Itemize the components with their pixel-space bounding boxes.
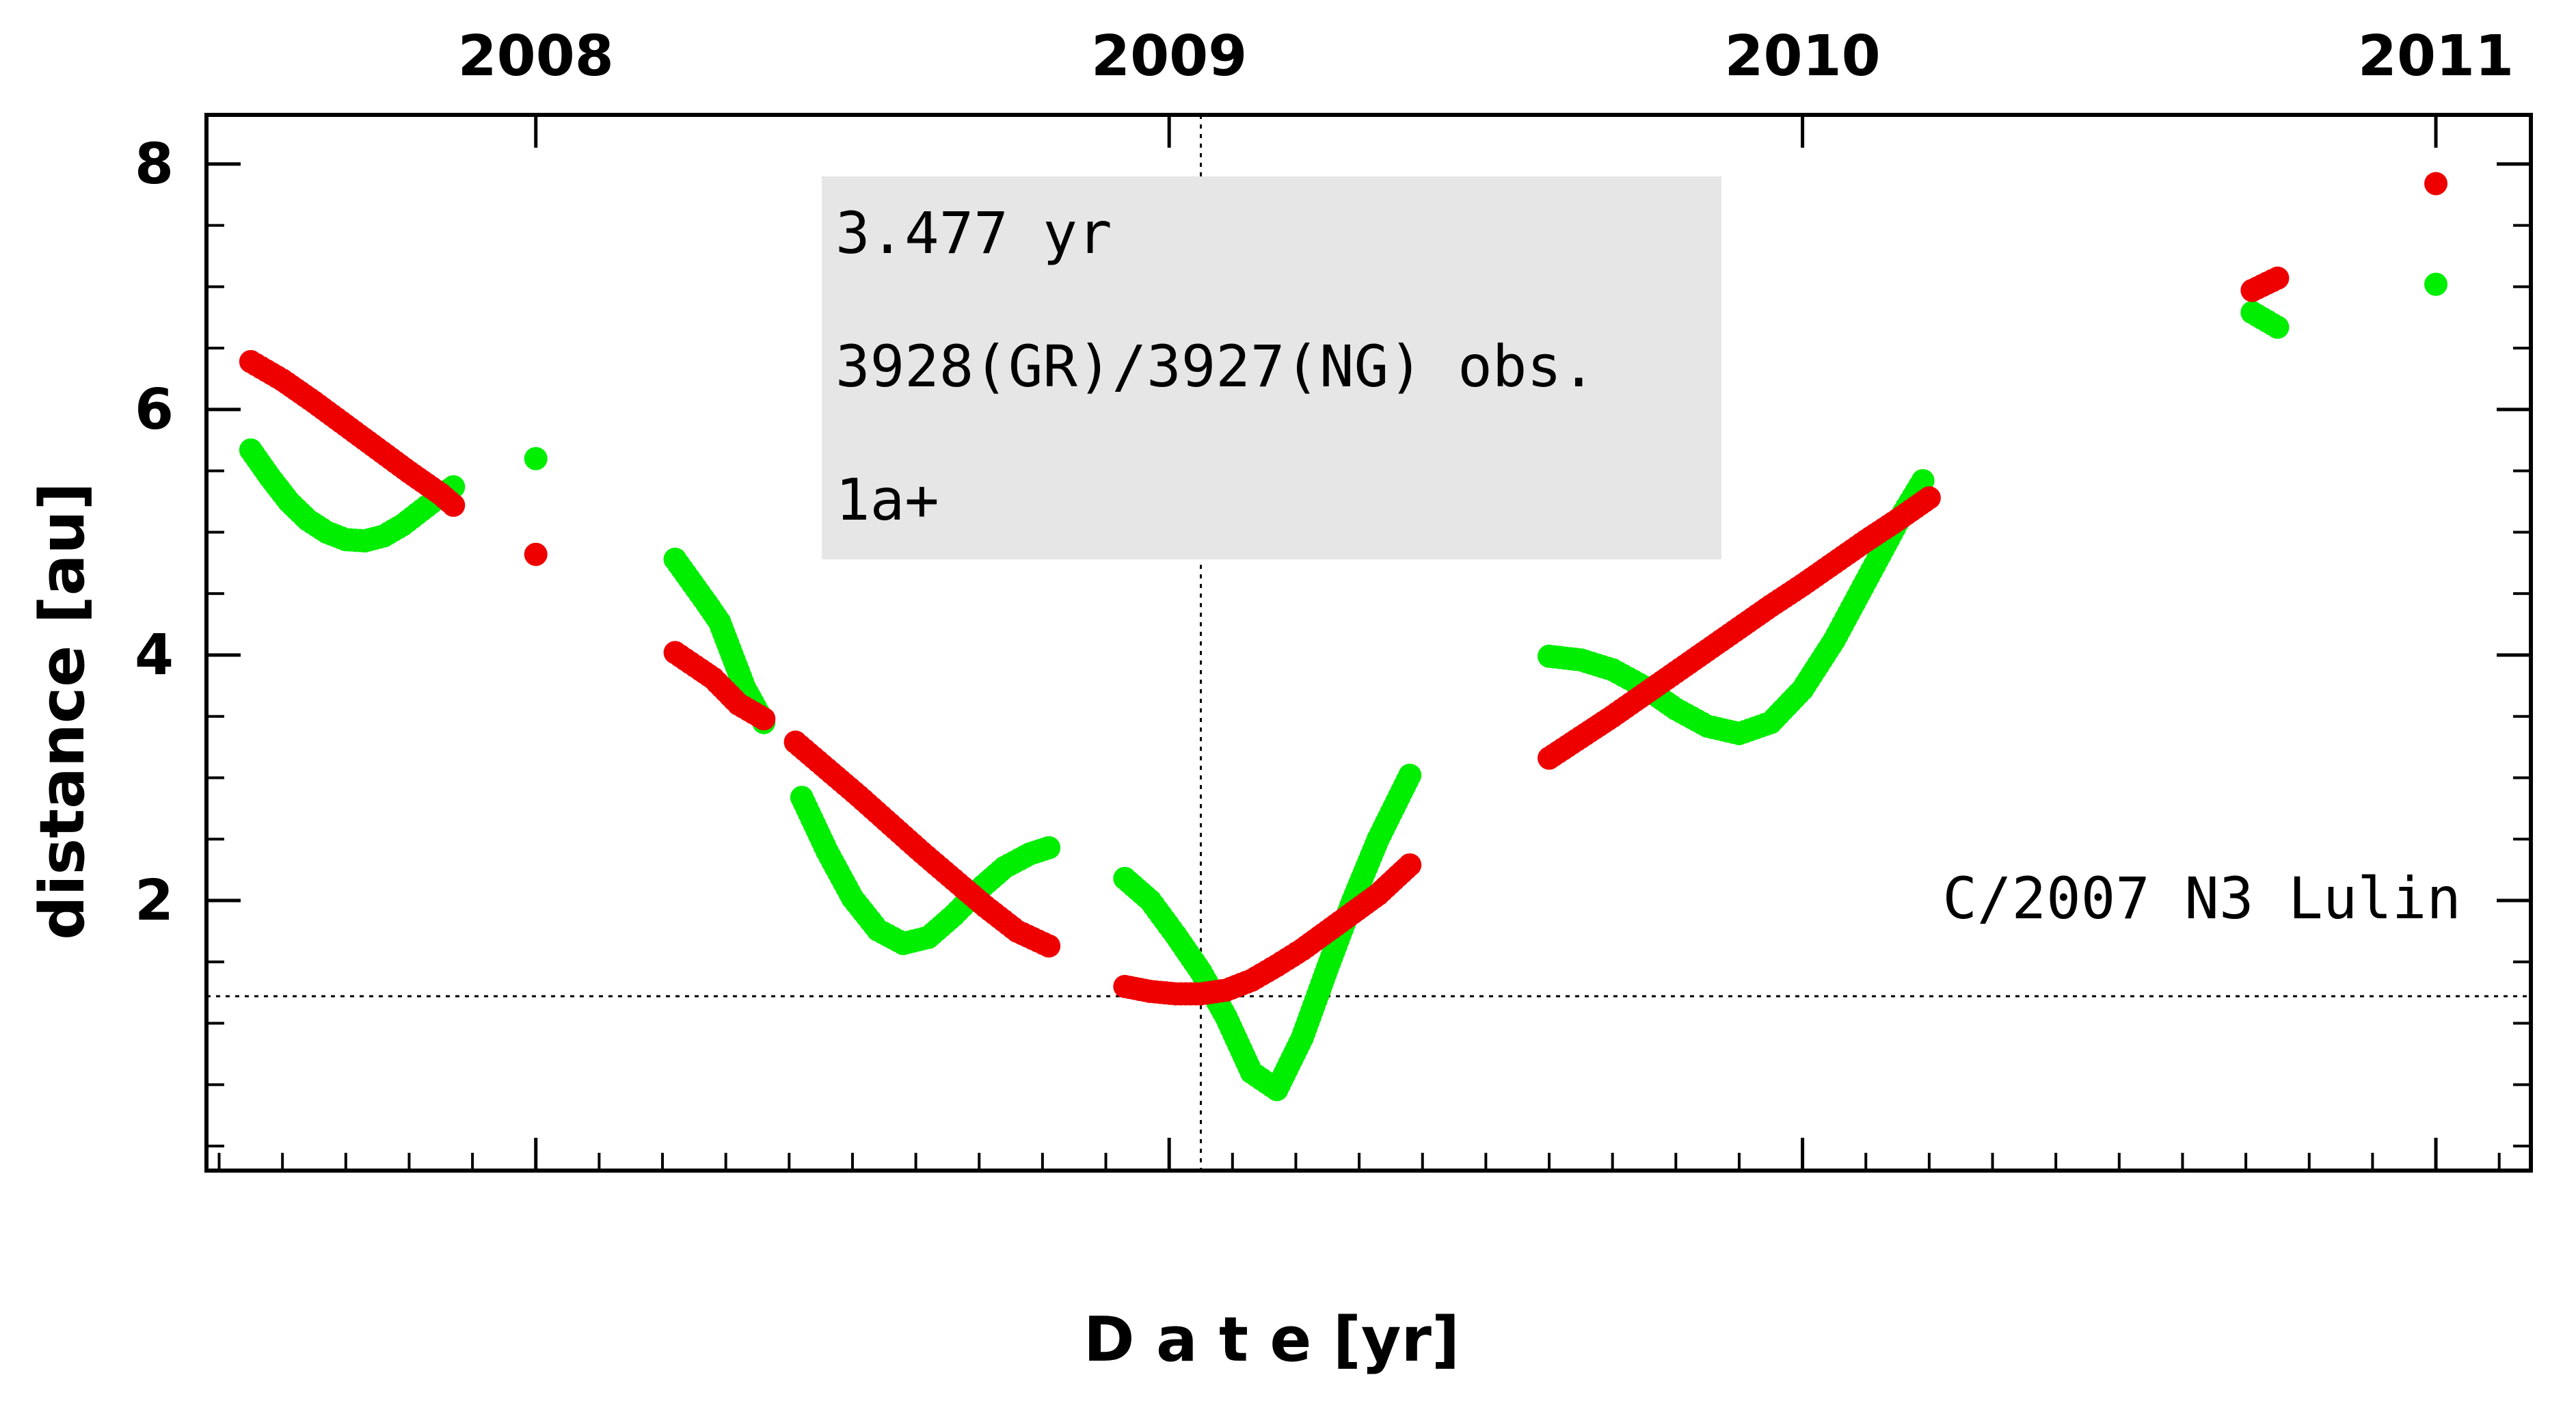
info-box-observations: 3928(GR)/3927(NG) obs. xyxy=(835,333,1596,400)
green-series-point xyxy=(524,446,548,470)
red-series-point xyxy=(1917,486,1941,510)
red-series xyxy=(239,172,2448,1006)
green-series-point xyxy=(1037,836,1061,859)
info-box-background xyxy=(822,176,1721,559)
object-label: C/2007 N3 Lulin xyxy=(1942,865,2461,932)
plot-frame xyxy=(204,113,2533,1173)
major-ticks xyxy=(206,115,2531,1171)
info-box-period: 3.477 yr xyxy=(835,200,1112,267)
y-tick-label: 6 xyxy=(135,377,174,442)
red-series-point xyxy=(2266,266,2290,290)
y-tick-label: 8 xyxy=(135,132,174,197)
x-axis-title: D a t e [yr] xyxy=(1084,1304,1460,1376)
x-tick-label: 2009 xyxy=(1091,24,1247,89)
info-box-quality: 1a+ xyxy=(835,466,939,533)
red-series-point xyxy=(752,707,776,731)
minor-ticks xyxy=(206,224,2531,1171)
y-tick-labels: 2 4 6 8 xyxy=(135,132,174,933)
x-tick-labels: 2008 2009 2010 2011 xyxy=(458,24,2514,89)
green-series-point xyxy=(2266,315,2290,339)
green-series-point xyxy=(1398,763,1422,787)
red-series-point xyxy=(1398,853,1422,877)
red-series-point xyxy=(442,493,466,517)
red-series-point xyxy=(1037,934,1061,958)
x-tick-label: 2011 xyxy=(2358,24,2514,89)
x-tick-label: 2008 xyxy=(458,24,614,89)
red-series-point xyxy=(2424,172,2448,196)
y-tick-label: 4 xyxy=(135,623,174,688)
y-tick-label: 2 xyxy=(135,868,174,933)
x-tick-label: 2010 xyxy=(1724,24,1880,89)
info-box: 3.477 yr 3928(GR)/3927(NG) obs. 1a+ xyxy=(822,176,1721,559)
green-series-point xyxy=(2424,272,2448,296)
y-axis-title: distance [au] xyxy=(27,482,98,939)
red-series-point xyxy=(524,542,548,566)
